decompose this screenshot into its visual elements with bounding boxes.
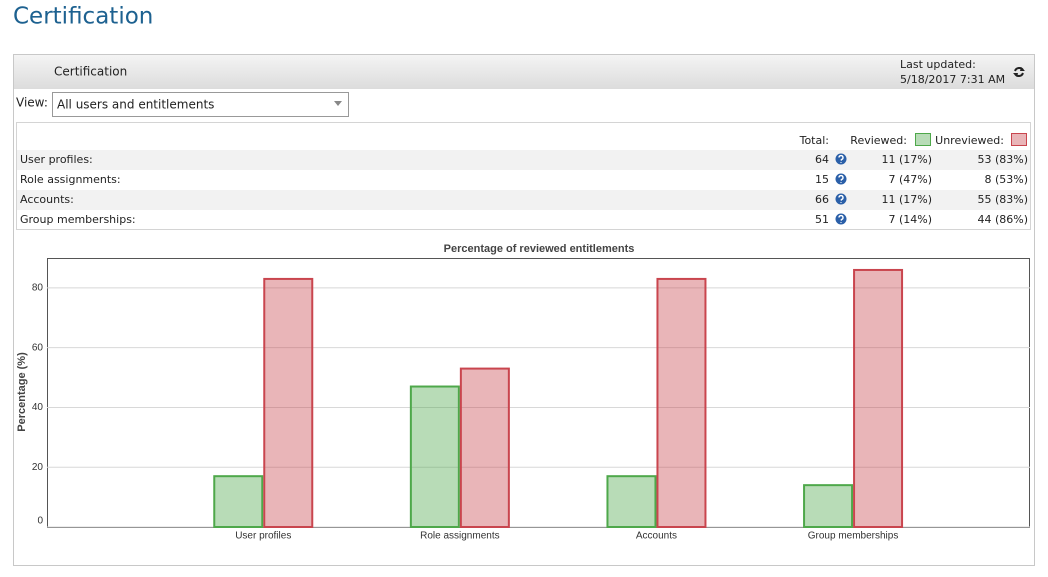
- row-reviewed: 7 (47%): [888, 173, 932, 186]
- view-select[interactable]: All users and entitlements: [52, 92, 349, 117]
- help-glyph: [838, 154, 844, 163]
- x-tick-label: Group memberships: [808, 531, 899, 542]
- row-unreviewed: 44 (86%): [977, 213, 1028, 226]
- row-unreviewed: 8 (53%): [984, 173, 1028, 186]
- row-background: [17, 190, 1030, 210]
- row-reviewed: 11 (17%): [881, 193, 932, 206]
- last-updated-label: Last updated:: [900, 58, 976, 71]
- panel-title: Certification: [54, 65, 127, 79]
- bar: [853, 268, 904, 528]
- bar: [459, 367, 510, 529]
- row-reviewed: 11 (17%): [881, 153, 932, 166]
- refresh-button[interactable]: [1013, 67, 1025, 77]
- bar: [803, 484, 854, 528]
- row-total: 64: [815, 153, 829, 166]
- row-label: Role assignments:: [20, 173, 121, 186]
- summary-table: [16, 122, 1031, 230]
- total-header: Total:: [799, 134, 829, 147]
- y-tick-label: 20: [32, 462, 44, 473]
- y-tick-label: 0: [37, 516, 43, 527]
- x-tick-label: User profiles: [235, 531, 291, 542]
- y-tick-label: 60: [32, 342, 44, 353]
- last-updated: 5/18/2017 7:31 AM: [900, 73, 1005, 86]
- help-icon[interactable]: [835, 213, 847, 225]
- row-unreviewed: 53 (83%): [977, 153, 1028, 166]
- y-axis-label: Percentage (%): [16, 352, 28, 432]
- help-icon[interactable]: [835, 173, 847, 185]
- help-icon[interactable]: [835, 193, 847, 205]
- view-selected: All users and entitlements: [57, 98, 214, 112]
- bar: [263, 277, 314, 528]
- bar: [656, 277, 707, 528]
- x-tick-label: Role assignments: [420, 531, 499, 542]
- help-icon[interactable]: [835, 153, 847, 165]
- y-tick-label: 80: [32, 283, 44, 294]
- row-label: Group memberships:: [20, 213, 136, 226]
- x-tick-label: Accounts: [636, 531, 677, 542]
- panel-header: [14, 55, 1034, 89]
- row-total: 15: [815, 173, 829, 186]
- bar: [409, 385, 460, 528]
- help-glyph: [838, 174, 844, 183]
- y-tick-label: 40: [32, 402, 44, 413]
- view-label: View:: [16, 96, 48, 110]
- bar: [213, 475, 264, 529]
- help-glyph: [838, 214, 844, 223]
- row-total: 51: [815, 213, 829, 226]
- plot-area: [47, 258, 1030, 528]
- legend-swatch: [915, 133, 931, 146]
- row-total: 66: [815, 193, 829, 206]
- help-glyph: [838, 194, 844, 203]
- row-label: User profiles:: [20, 153, 93, 166]
- legend-label: Reviewed:: [850, 134, 907, 147]
- row-unreviewed: 55 (83%): [977, 193, 1028, 206]
- row-reviewed: 7 (14%): [888, 213, 932, 226]
- row-background: [17, 150, 1030, 170]
- bar: [606, 475, 657, 529]
- page-title: Certification: [13, 4, 153, 30]
- chart-title: Percentage of reviewed entitlements: [444, 243, 635, 255]
- row-label: Accounts:: [20, 193, 74, 206]
- legend-label: Unreviewed:: [935, 134, 1004, 147]
- legend-swatch: [1011, 133, 1027, 146]
